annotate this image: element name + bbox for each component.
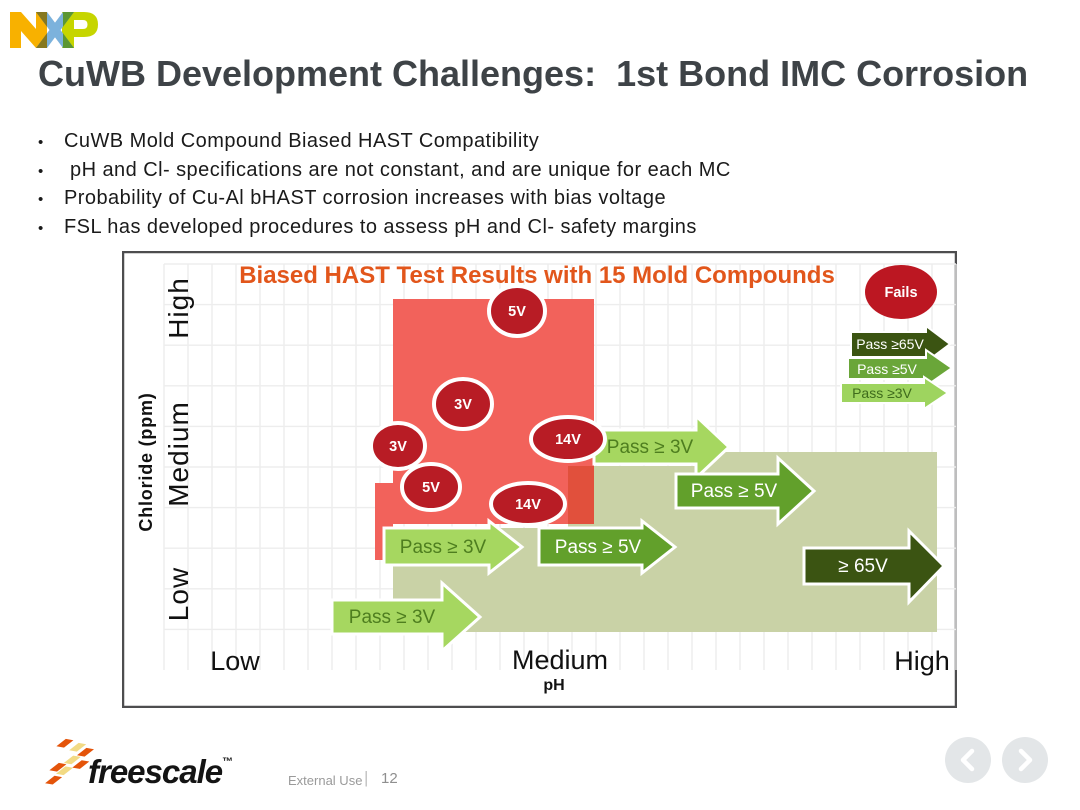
svg-text:Pass ≥ 5V: Pass ≥ 5V	[691, 481, 778, 502]
svg-text:Low: Low	[163, 567, 194, 621]
svg-text:Pass ≥5V: Pass ≥5V	[857, 361, 917, 377]
svg-text:5V: 5V	[422, 480, 440, 496]
svg-text:Medium: Medium	[512, 645, 608, 675]
svg-text:Pass ≥3V: Pass ≥3V	[852, 385, 912, 401]
svg-text:High: High	[163, 277, 194, 339]
svg-text:Low: Low	[210, 646, 260, 676]
svg-text:14V: 14V	[515, 497, 541, 513]
svg-text:14V: 14V	[555, 432, 581, 448]
svg-text:Pass ≥ 5V: Pass ≥ 5V	[555, 537, 642, 558]
svg-text:Fails: Fails	[884, 285, 917, 301]
svg-text:Biased HAST Test Results with: Biased HAST Test Results with 15 Mold Co…	[239, 262, 835, 289]
svg-text:Medium: Medium	[163, 401, 194, 507]
svg-text:Chloride (ppm): Chloride (ppm)	[136, 392, 156, 531]
svg-text:5V: 5V	[508, 304, 526, 320]
svg-text:Pass ≥ 3V: Pass ≥ 3V	[400, 537, 487, 558]
svg-text:Pass ≥65V: Pass ≥65V	[856, 336, 924, 352]
svg-text:Pass ≥ 3V: Pass ≥ 3V	[349, 607, 436, 628]
svg-text:≥ 65V: ≥ 65V	[838, 556, 888, 577]
svg-text:Pass ≥ 3V: Pass ≥ 3V	[607, 437, 694, 458]
svg-text:3V: 3V	[389, 439, 407, 455]
svg-text:3V: 3V	[454, 397, 472, 413]
svg-text:High: High	[894, 646, 950, 676]
svg-text:pH: pH	[543, 677, 564, 694]
